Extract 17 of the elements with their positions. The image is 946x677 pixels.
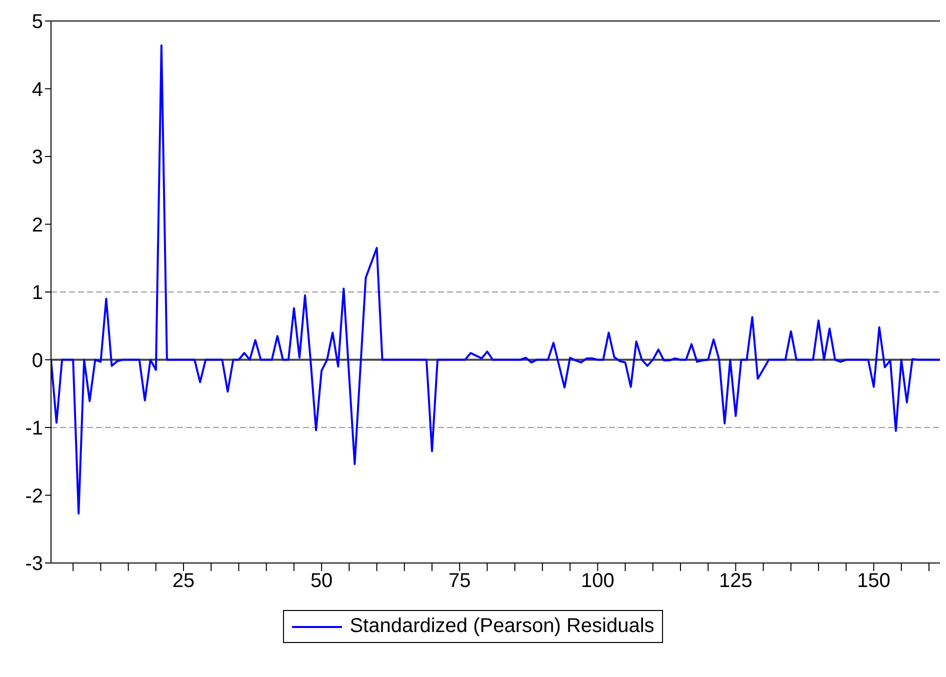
y-tick-label: 1 (32, 282, 43, 304)
x-tick-label: 100 (580, 570, 614, 592)
x-tick-label: 25 (172, 570, 195, 592)
x-tick-label: 75 (448, 570, 471, 592)
y-tick-label: 5 (32, 11, 43, 34)
y-tick-label: 3 (32, 146, 43, 169)
legend-label: Standardized (Pearson) Residuals (350, 615, 654, 638)
y-tick-label: -3 (25, 553, 43, 576)
x-tick-label: 125 (719, 570, 752, 592)
y-tick-label: 2 (32, 214, 43, 236)
y-tick-label: -2 (25, 485, 43, 508)
x-tick-label: 50 (310, 570, 333, 592)
y-tick-label: -1 (25, 418, 43, 440)
y-tick-label: 0 (32, 350, 43, 372)
y-tick-label: 4 (32, 78, 43, 101)
line-series (51, 44, 940, 515)
x-tick-label: 150 (857, 570, 890, 592)
